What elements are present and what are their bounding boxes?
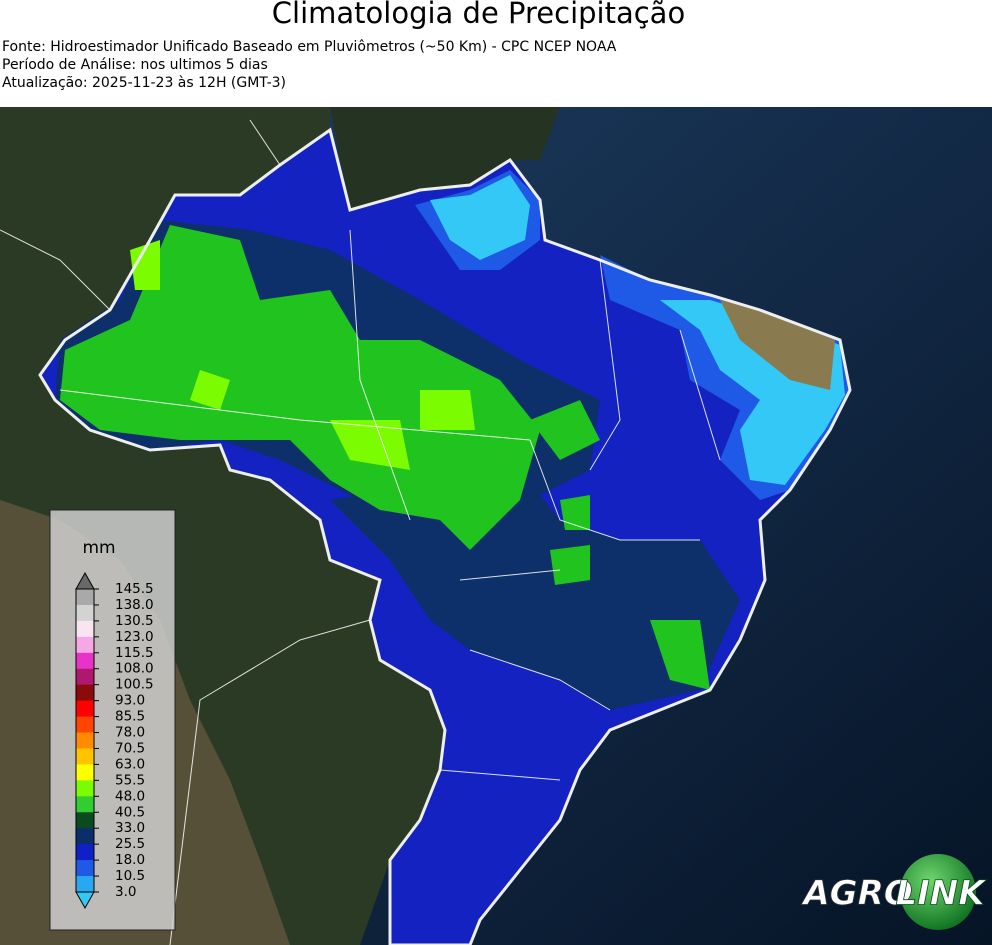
colorbar-bin — [76, 860, 94, 877]
colorbar: 145.5138.0130.5123.0115.5108.0100.593.08… — [75, 571, 154, 910]
colorbar-bin — [76, 796, 94, 813]
colorbar-bin — [76, 716, 94, 734]
colorbar-bin — [76, 620, 94, 638]
colorbar-label: 33.0 — [115, 820, 145, 836]
precip-40b — [530, 400, 710, 690]
colorbar-bin — [76, 652, 94, 670]
colorbar-label: 100.5 — [115, 677, 154, 693]
colorbar-bin — [76, 732, 94, 749]
update-line: Atualização: 2025-11-23 às 12H (GMT-3) — [2, 75, 286, 91]
colorbar-bin — [76, 748, 94, 765]
title: Climatologia de Precipitação — [271, 0, 686, 30]
colorbar-label: 55.5 — [115, 772, 145, 788]
colorbar-bin — [76, 636, 94, 654]
country-border — [38, 127, 852, 945]
legend-unit: mm — [82, 538, 115, 558]
logo-right: LINK — [895, 874, 987, 914]
state-borders — [0, 119, 721, 945]
logo-ball — [900, 854, 976, 930]
colorbar-label: 93.0 — [115, 693, 145, 709]
period-line: Período de Análise: nos ultimos 5 dias — [2, 57, 268, 73]
colorbar-bin — [76, 876, 94, 893]
colorbar-label: 85.5 — [115, 709, 145, 725]
colorbar-label: 123.0 — [115, 629, 154, 645]
colorbar-bin — [76, 780, 94, 797]
colorbar-label: 25.5 — [115, 836, 145, 852]
colorbar-bin — [76, 812, 94, 829]
precip-18 — [415, 170, 850, 500]
colorbar-label: 10.5 — [115, 868, 145, 884]
precip-40 — [60, 225, 540, 550]
colorbar-label: 115.5 — [115, 645, 154, 661]
colorbar-label: 138.0 — [115, 597, 154, 613]
land-north — [330, 107, 560, 210]
colorbar-label: 145.5 — [115, 581, 154, 597]
colorbar-bin — [76, 844, 94, 861]
colorbar-bin — [76, 684, 94, 702]
colorbar-label: 130.5 — [115, 613, 154, 629]
colorbar-label: 63.0 — [115, 756, 145, 772]
colorbar-bin — [76, 589, 94, 606]
colorbar-label: 78.0 — [115, 725, 145, 741]
colorbar-bin — [76, 764, 94, 781]
colorbar-bin — [76, 828, 94, 845]
colorbar-label: 40.5 — [115, 804, 145, 820]
colorbar-bin — [76, 668, 94, 686]
legend-box — [49, 509, 176, 931]
colorbar-label: 48.0 — [115, 788, 145, 804]
colorbar-bin — [76, 604, 94, 622]
logo-left: AGRO — [800, 874, 912, 914]
colorbar-label: 3.0 — [115, 884, 136, 900]
colorbar-frame — [75, 588, 95, 893]
colorbar-label: 70.5 — [115, 740, 145, 756]
colorbar-label: 18.0 — [115, 852, 145, 868]
colorbar-label: 108.0 — [115, 661, 154, 677]
colorbar-bin — [76, 700, 94, 718]
header: Climatologia de Precipitação Fonte: Hidr… — [0, 0, 992, 107]
dry-northeast — [720, 300, 835, 390]
source-line: Fonte: Hidroestimador Unificado Baseado … — [2, 39, 617, 55]
